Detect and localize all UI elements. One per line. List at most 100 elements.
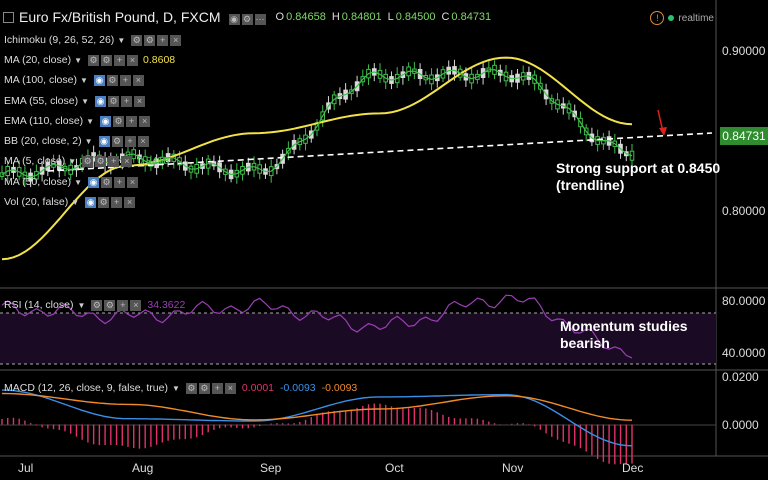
macd-histogram — [1, 403, 633, 465]
gear-icon[interactable]: ⚙ — [98, 196, 110, 208]
caret-down-icon[interactable]: ▼ — [68, 156, 77, 166]
gear-icon[interactable]: ⚙ — [82, 155, 94, 167]
support-trendline[interactable] — [47, 132, 713, 172]
low-label: L — [387, 11, 394, 23]
gear-icon[interactable]: ⚙ — [106, 74, 118, 86]
gear-icon[interactable]: ⚙ — [101, 176, 113, 188]
caret-down-icon[interactable]: ▼ — [84, 136, 93, 146]
settings-icon[interactable]: ⚙ — [101, 54, 113, 66]
plus-icon[interactable]: + — [119, 74, 131, 86]
close-icon[interactable]: × — [134, 95, 146, 107]
caret-down-icon[interactable]: ▼ — [117, 35, 126, 45]
close-label: C — [441, 11, 450, 23]
indicator-legend-ma50[interactable]: MA (50, close) ▼ ◉ ⚙ + × — [4, 176, 139, 188]
plus-icon[interactable]: + — [157, 34, 169, 46]
indicator-legend-ma20[interactable]: MA (20, close) ▼ ⚙ ⚙ + × 0.8608 — [4, 54, 175, 66]
caret-down-icon[interactable]: ▼ — [81, 96, 90, 106]
gear-icon[interactable]: ⚙ — [113, 115, 125, 127]
ma5-value: 0.8458 — [137, 155, 170, 167]
plus-icon[interactable]: + — [124, 135, 136, 147]
caret-down-icon[interactable]: ▼ — [77, 300, 86, 310]
x-tick-label: Dec — [622, 461, 644, 475]
indicator-legend-ema55[interactable]: EMA (55, close) ▼ ◉ ⚙ + × — [4, 95, 146, 107]
chart-header: Euro Fx/British Pound, D, FXCM ◉ ⚙ ⋯ O 0.84… — [2, 8, 491, 26]
gear-icon[interactable]: ⚙ — [91, 299, 103, 311]
caret-down-icon[interactable]: ▼ — [74, 55, 83, 65]
indicator-legend-ema110[interactable]: EMA (110, close) ▼ ◉ ⚙ + × — [4, 115, 151, 127]
indicator-legend-ichimoku[interactable]: Ichimoku (9, 26, 52, 26) ▼ ⚙ ⚙ + × — [4, 34, 182, 46]
collapse-icon[interactable] — [3, 11, 14, 23]
x-tick-label: Jul — [18, 461, 34, 475]
eye-icon[interactable]: ◉ — [95, 95, 107, 107]
indicator-legend-ma5[interactable]: MA (5, close) ▼ ⚙ ⚙ + × 0.8458 — [4, 155, 169, 167]
eye-icon[interactable]: ◉ — [88, 176, 100, 188]
plus-icon[interactable]: + — [108, 155, 120, 167]
close-icon[interactable]: × — [121, 155, 133, 167]
plus-icon[interactable]: + — [121, 95, 133, 107]
ma20-value: 0.8608 — [143, 54, 176, 66]
rsi-tick-label: 40.0000 — [722, 346, 766, 360]
indicator-name: MA (20, close) — [4, 54, 72, 66]
close-icon[interactable]: × — [170, 34, 182, 46]
indicator-name: MA (100, close) — [4, 74, 77, 86]
plus-icon[interactable]: + — [117, 299, 129, 311]
indicator-legend-bb[interactable]: BB (20, close, 2) ▼ ◉ ⚙ + × — [4, 135, 149, 147]
settings-icon[interactable]: ⚙ — [104, 299, 116, 311]
momentum-annotation-line: Momentum studies — [560, 318, 688, 334]
more-icon[interactable]: ⋯ — [254, 14, 266, 25]
eye-icon[interactable]: ◉ — [85, 196, 97, 208]
rsi-legend[interactable]: RSI (14, close) ▼ ⚙ ⚙ + × 34.3622 — [4, 299, 185, 311]
gear-icon[interactable]: ⚙ — [185, 382, 197, 394]
support-annotation-line: Strong support at 0.8450 — [556, 160, 721, 176]
gear-icon[interactable]: ⚙ — [241, 14, 253, 25]
high-value: 0.84801 — [341, 11, 382, 23]
eye-icon[interactable]: ◉ — [228, 14, 240, 25]
caret-down-icon[interactable]: ▼ — [171, 383, 180, 393]
settings-icon[interactable]: ⚙ — [144, 34, 156, 46]
close-icon[interactable]: × — [224, 382, 236, 394]
caret-down-icon[interactable]: ▼ — [74, 177, 83, 187]
close-icon[interactable]: × — [139, 115, 151, 127]
indicator-name: EMA (110, close) — [4, 115, 84, 127]
down-arrow-annotation — [657, 109, 667, 136]
close-value: 0.84731 — [451, 11, 492, 23]
eye-icon[interactable]: ◉ — [100, 115, 112, 127]
gear-icon[interactable]: ⚙ — [131, 34, 143, 46]
warning-icon[interactable]: ! — [650, 11, 665, 25]
gear-icon[interactable]: ⚙ — [108, 95, 120, 107]
close-icon[interactable]: × — [127, 176, 139, 188]
momentum-annotation-line: bearish — [560, 335, 610, 351]
caret-down-icon[interactable]: ▼ — [86, 116, 95, 126]
symbol-title[interactable]: Euro Fx/British Pound, D, FXCM — [19, 9, 221, 25]
gear-icon[interactable]: ⚙ — [111, 135, 123, 147]
realtime-label: realtime — [678, 12, 714, 24]
settings-icon[interactable]: ⚙ — [198, 382, 210, 394]
caret-down-icon[interactable]: ▼ — [79, 75, 88, 85]
indicator-legend-ma100[interactable]: MA (100, close) ▼ ◉ ⚙ + × — [4, 74, 144, 86]
eye-icon[interactable]: ◉ — [93, 74, 105, 86]
plus-icon[interactable]: + — [114, 176, 126, 188]
ma-20-line — [1, 56, 633, 261]
plus-icon[interactable]: + — [111, 196, 123, 208]
ma-5-line — [1, 69, 633, 178]
plus-icon[interactable]: + — [114, 54, 126, 66]
indicator-name: BB (20, close, 2) — [4, 135, 82, 147]
gear-icon[interactable]: ⚙ — [88, 54, 100, 66]
plus-icon[interactable]: + — [211, 382, 223, 394]
caret-down-icon[interactable]: ▼ — [71, 197, 80, 207]
settings-icon[interactable]: ⚙ — [95, 155, 107, 167]
eye-icon[interactable]: ◉ — [98, 135, 110, 147]
macd-legend[interactable]: MACD (12, 26, close, 9, false, true) ▼ ⚙ ⚙… — [4, 382, 357, 394]
indicator-legend-vol[interactable]: Vol (20, false) ▼ ◉ ⚙ + × — [4, 196, 136, 208]
close-icon[interactable]: × — [130, 299, 142, 311]
plus-icon[interactable]: + — [126, 115, 138, 127]
close-icon[interactable]: × — [127, 54, 139, 66]
indicator-name: Vol (20, false) — [4, 196, 69, 208]
close-icon[interactable]: × — [132, 74, 144, 86]
status-dot-icon — [668, 15, 675, 21]
open-value: 0.84658 — [286, 11, 326, 23]
close-icon[interactable]: × — [124, 196, 136, 208]
close-icon[interactable]: × — [137, 135, 149, 147]
indicator-name: MA (5, close) — [4, 155, 66, 167]
